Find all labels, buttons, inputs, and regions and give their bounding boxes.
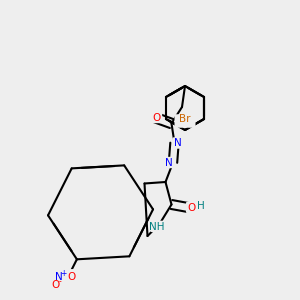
Text: N: N <box>174 138 182 148</box>
FancyBboxPatch shape <box>52 269 77 287</box>
FancyBboxPatch shape <box>164 157 175 168</box>
Text: O: O <box>67 272 75 282</box>
Text: NH: NH <box>149 222 165 232</box>
Text: O: O <box>188 202 196 212</box>
FancyBboxPatch shape <box>172 137 184 149</box>
Text: -: - <box>58 277 61 286</box>
FancyBboxPatch shape <box>151 112 162 123</box>
FancyBboxPatch shape <box>186 202 197 213</box>
Text: O: O <box>51 280 60 290</box>
Text: Br: Br <box>179 115 191 124</box>
FancyBboxPatch shape <box>175 114 196 128</box>
Text: +: + <box>61 269 67 278</box>
Text: O: O <box>152 112 160 122</box>
Text: H: H <box>197 201 205 211</box>
Text: N: N <box>55 272 63 282</box>
Text: N: N <box>165 158 173 167</box>
FancyBboxPatch shape <box>150 221 164 232</box>
